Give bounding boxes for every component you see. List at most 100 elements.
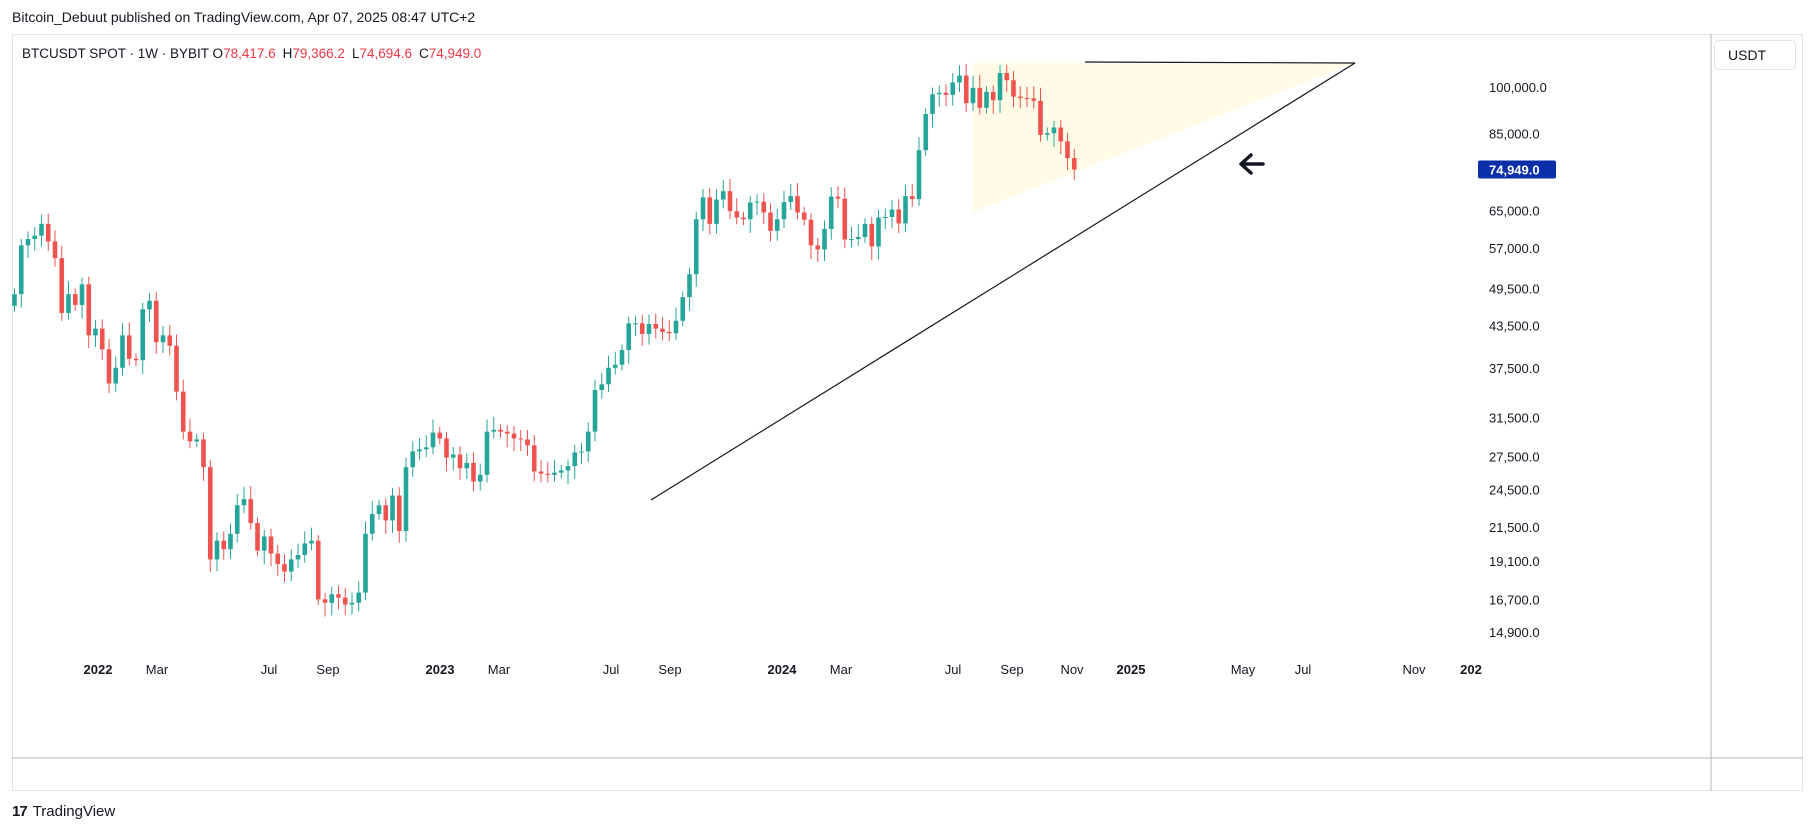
candle [106, 338, 112, 394]
time-scale[interactable]: 2022 Mar Jul Sep 2023 Mar Jul Sep 2024 Mar Jul Sep N… [84, 662, 1482, 677]
candle-body [187, 431, 193, 442]
candle [72, 288, 78, 311]
candle [18, 238, 24, 308]
candle-body [1071, 158, 1077, 170]
time-tick-label: Jul [603, 662, 620, 677]
candle-body [302, 543, 308, 555]
candle-body [1024, 98, 1030, 100]
candle-body [120, 335, 125, 368]
ascending-support-line [650, 62, 1356, 501]
candle-body [720, 191, 726, 200]
candle-body [660, 328, 665, 332]
candle [477, 463, 483, 491]
candle [1038, 87, 1043, 142]
symbol-label[interactable]: BTCUSDT SPOT · 1W · BYBIT [22, 46, 209, 61]
candle [59, 245, 65, 321]
candle [909, 183, 915, 207]
candle-body [781, 202, 787, 220]
candle [32, 227, 38, 251]
candle [457, 446, 463, 480]
candle [943, 84, 949, 107]
candle [700, 188, 706, 231]
candle [403, 457, 409, 542]
candle [970, 75, 976, 111]
candle-body [828, 196, 834, 229]
candle [464, 453, 470, 479]
candle-body [876, 217, 881, 247]
candle [174, 334, 179, 401]
candle [606, 355, 611, 393]
candle [437, 426, 443, 445]
candle-body [585, 431, 591, 452]
candle [936, 85, 942, 107]
candle [923, 108, 929, 156]
candle [147, 293, 152, 322]
candle [882, 208, 888, 230]
candle-body [180, 391, 186, 432]
candle-body [916, 150, 922, 200]
candle-body [552, 472, 557, 475]
price-tick-label: 65,000.0 [1489, 203, 1540, 218]
resistance-line [1084, 61, 1356, 64]
candle-body [788, 196, 794, 203]
price-scale[interactable]: 100,000.0 85,000.0 65,000.0 57,000.0 49,500.… [1478, 80, 1556, 640]
candle-body [680, 297, 686, 321]
candle-body [221, 540, 227, 550]
candle-body [923, 113, 929, 151]
candle [666, 319, 672, 342]
candle [52, 230, 58, 267]
candle [903, 184, 908, 233]
tradingview-brand[interactable]: 17 TradingView [12, 803, 115, 820]
candle-body [99, 328, 105, 350]
candle [1044, 127, 1050, 141]
candle [491, 416, 497, 439]
time-tick-label: Jul [261, 662, 278, 677]
chart-frame[interactable] [12, 34, 1803, 791]
candle [113, 356, 119, 393]
candle [1065, 132, 1070, 170]
candle-body [396, 495, 402, 532]
candle-body [977, 87, 983, 108]
candle-body [309, 540, 314, 544]
candle-body [849, 239, 854, 241]
candle [450, 446, 456, 471]
candle [423, 435, 429, 458]
candle [930, 87, 935, 128]
triangle-zone [973, 63, 1355, 212]
candle-body [268, 536, 274, 554]
candle-body [612, 364, 618, 368]
candle [180, 379, 186, 440]
candle-body [113, 367, 119, 384]
candle [187, 418, 193, 449]
time-tick-label: Sep [658, 662, 681, 677]
currency-button[interactable]: USDT [1714, 40, 1796, 70]
candle [774, 208, 780, 241]
price-tick-label: 49,500.0 [1489, 281, 1540, 296]
candle-body [700, 197, 706, 220]
candle-body [639, 323, 645, 334]
time-tick-label: Jul [945, 662, 962, 677]
time-tick-label: Jul [1295, 662, 1312, 677]
candle-body [707, 197, 713, 224]
candle-body [801, 212, 807, 220]
candle-body [376, 505, 382, 515]
candle [383, 498, 389, 535]
candle-body [531, 445, 537, 472]
candle [25, 231, 31, 259]
candle-body [518, 438, 524, 440]
candle-body [1065, 141, 1070, 159]
candle [687, 267, 692, 311]
ohlc-legend: BTCUSDT SPOT · 1W · BYBIT O78,417.6 H79,3… [22, 46, 488, 61]
candle [680, 291, 686, 327]
candle-body [889, 209, 895, 218]
candle-body [491, 429, 497, 432]
candle-body [896, 209, 902, 224]
candle-body [1058, 127, 1064, 142]
candle [538, 460, 544, 483]
candle [612, 351, 618, 375]
candle-body [646, 323, 652, 334]
candle [315, 534, 321, 606]
candle [1058, 119, 1064, 155]
candle-body [133, 358, 139, 361]
